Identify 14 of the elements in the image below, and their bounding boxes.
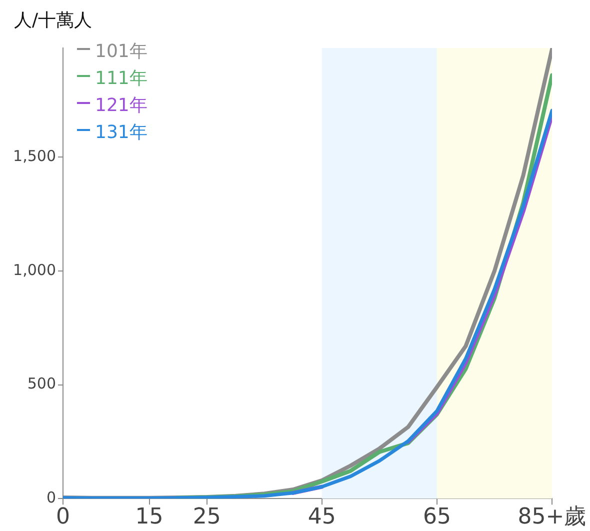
x-tick-label: 25 bbox=[192, 504, 221, 530]
x-tick-label: 45 bbox=[308, 504, 336, 530]
legend-label: 121年 bbox=[95, 95, 148, 116]
y-tick-label: 500 bbox=[27, 374, 56, 393]
y-tick-label: 0 bbox=[46, 488, 56, 506]
legend-label: 131年 bbox=[95, 122, 148, 143]
y-tick-label: 1,000 bbox=[13, 260, 56, 279]
x-tick-label: 85+歲 bbox=[518, 504, 586, 530]
y-axis-title: 人/十萬人 bbox=[14, 9, 92, 32]
legend-label: 111年 bbox=[95, 68, 148, 89]
y-tick-label: 1,500 bbox=[13, 147, 56, 166]
x-tick-label: 65 bbox=[422, 504, 451, 530]
x-tick-label: 15 bbox=[135, 504, 164, 530]
legend-label: 101年 bbox=[95, 41, 148, 62]
